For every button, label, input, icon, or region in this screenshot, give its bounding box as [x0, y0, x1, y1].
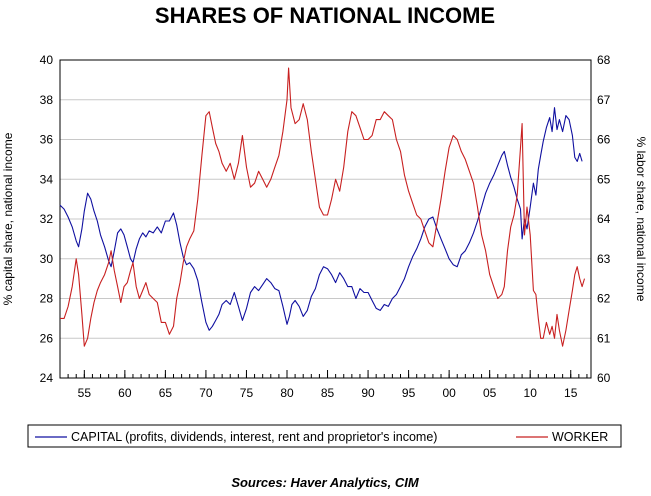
x-tick-label: 65: [159, 386, 173, 400]
grid-lines: [60, 99, 591, 339]
legend-label-capital: CAPITAL (profits, dividends, interest, r…: [71, 430, 437, 444]
left-tick-label: 32: [40, 212, 54, 226]
left-tick-label: 38: [40, 93, 54, 107]
left-axis-ticks: 24 26 28 30 32 34 36 38 40: [40, 53, 54, 385]
right-axis-ticks: 60 61 62 63 64 65 66 67 68: [597, 53, 611, 385]
right-tick-label: 62: [597, 292, 611, 306]
series-line-worker: [60, 67, 586, 347]
left-tick-label: 28: [40, 292, 54, 306]
x-tick-label: 85: [321, 386, 335, 400]
chart-title: SHARES OF NATIONAL INCOME: [155, 3, 495, 28]
x-tick-label: 00: [442, 386, 456, 400]
left-tick-label: 34: [40, 172, 54, 186]
right-tick-label: 65: [597, 172, 611, 186]
right-tick-label: 66: [597, 133, 611, 147]
x-tick-label: 70: [199, 386, 213, 400]
right-tick-label: 67: [597, 93, 611, 107]
left-tick-label: 24: [40, 371, 54, 385]
left-tick-label: 30: [40, 252, 54, 266]
x-tick-label: 90: [361, 386, 375, 400]
plot-area: [59, 59, 592, 379]
left-axis-label: % capital share, national income: [1, 132, 15, 305]
series-line-capital: [59, 107, 583, 331]
right-tick-label: 64: [597, 212, 611, 226]
x-axis-ticks: 55 60 65 70 75 80 85 90 95 00 05 10 15: [59, 370, 588, 400]
left-tick-label: 36: [40, 133, 54, 147]
left-tick-label: 26: [40, 331, 54, 345]
x-tick-label: 80: [280, 386, 294, 400]
right-tick-label: 63: [597, 252, 611, 266]
x-tick-label: 75: [240, 386, 254, 400]
x-tick-label: 10: [524, 386, 538, 400]
left-tick-label: 40: [40, 53, 54, 67]
x-tick-label: 95: [402, 386, 416, 400]
x-tick-label: 60: [118, 386, 132, 400]
right-tick-label: 61: [597, 331, 611, 345]
x-tick-label: 55: [78, 386, 92, 400]
legend-label-worker: WORKER: [552, 430, 608, 444]
x-tick-label: 05: [483, 386, 497, 400]
right-tick-label: 68: [597, 53, 611, 67]
series-lines: [59, 67, 586, 347]
right-tick-label: 60: [597, 371, 611, 385]
legend-box: [27, 424, 622, 448]
legend: CAPITAL (profits, dividends, interest, r…: [27, 424, 622, 448]
source-note: Sources: Haver Analytics, CIM: [231, 475, 420, 490]
right-axis-label: % labor share, national income: [634, 137, 648, 302]
x-tick-label: 15: [564, 386, 578, 400]
